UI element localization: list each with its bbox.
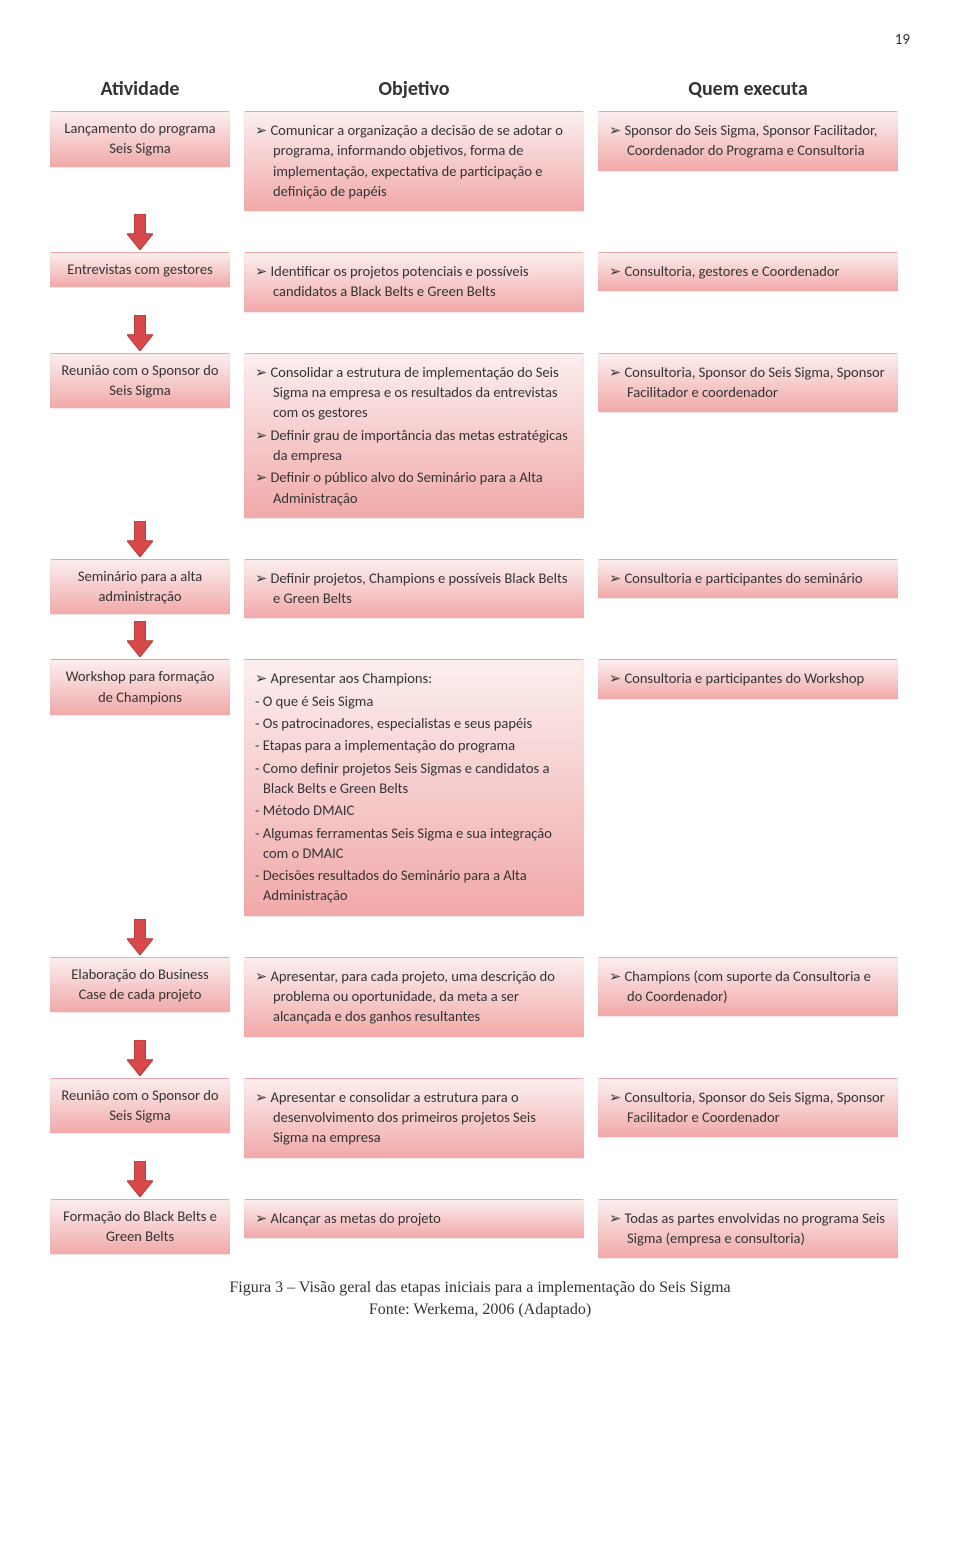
column-header-activity: Atividade	[50, 71, 230, 111]
bullet-item: Definir o público alvo do Seminário para…	[255, 467, 573, 508]
bullet-item: Apresentar aos Champions:	[255, 668, 573, 688]
subline-item: - Decisões resultados do Seminário para …	[255, 865, 573, 906]
bullet-item: Todas as partes envolvidas no programa S…	[609, 1208, 887, 1249]
who-list: Sponsor do Seis Sigma, Sponsor Facilitad…	[609, 120, 887, 161]
bullet-item: Consultoria, Sponsor do Seis Sigma, Spon…	[609, 362, 887, 403]
activity-box: Workshop para formação de Champions	[50, 659, 230, 716]
flow-row: Entrevistas com gestores Identificar os p…	[50, 252, 910, 313]
bullet-item: Consultoria, Sponsor do Seis Sigma, Spon…	[609, 1087, 887, 1128]
arrow-row	[50, 1159, 910, 1199]
subline-item: - Etapas para a implementação do program…	[255, 735, 573, 755]
objective-list: Identificar os projetos potenciais e pos…	[255, 261, 573, 302]
column-header-objective: Objetivo	[244, 71, 584, 111]
bullet-item: Definir projetos, Champions e possíveis …	[255, 568, 573, 609]
flow-row: Elaboração do Business Case de cada proj…	[50, 957, 910, 1038]
bullet-item: Champions (com suporte da Consultoria e …	[609, 966, 887, 1007]
objective-box: Identificar os projetos potenciais e pos…	[244, 252, 584, 313]
bullet-item: Apresentar, para cada projeto, uma descr…	[255, 966, 573, 1027]
flow-row: Reunião com o Sponsor do Seis Sigma Conso…	[50, 353, 910, 519]
who-list: Champions (com suporte da Consultoria e …	[609, 966, 887, 1007]
flow-row: Workshop para formação de ChampionsApres…	[50, 659, 910, 916]
arrow-row	[50, 313, 910, 353]
down-arrow-icon	[127, 315, 153, 351]
bullet-item: Apresentar e consolidar a estrutura para…	[255, 1087, 573, 1148]
who-box: Todas as partes envolvidas no programa S…	[598, 1199, 898, 1260]
figure-caption: Figura 3 – Visão geral das etapas inicia…	[50, 1277, 910, 1322]
bullet-item: Sponsor do Seis Sigma, Sponsor Facilitad…	[609, 120, 887, 161]
bullet-item: Comunicar a organização a decisão de se …	[255, 120, 573, 201]
objective-list: Definir projetos, Champions e possíveis …	[255, 568, 573, 609]
down-arrow-icon	[127, 919, 153, 955]
bullet-item: Alcançar as metas do projeto	[255, 1208, 573, 1228]
objective-box: Definir projetos, Champions e possíveis …	[244, 559, 584, 620]
objective-box: Consolidar a estrutura de implementação …	[244, 353, 584, 519]
activity-box: Entrevistas com gestores	[50, 252, 230, 288]
objective-list: Comunicar a organização a decisão de se …	[255, 120, 573, 201]
objective-box: Apresentar e consolidar a estrutura para…	[244, 1078, 584, 1159]
down-arrow-icon	[127, 214, 153, 250]
objective-list: Alcançar as metas do projeto	[255, 1208, 573, 1228]
flow-diagram: AtividadeObjetivoQuem executaLançamento …	[50, 71, 910, 1259]
flow-row: Seminário para a alta administração Defin…	[50, 559, 910, 620]
caption-line-2: Fonte: Werkema, 2006 (Adaptado)	[369, 1301, 591, 1318]
objective-sublines: - O que é Seis Sigma- Os patrocinadores,…	[255, 691, 573, 906]
down-arrow-icon	[127, 521, 153, 557]
objective-list: Apresentar aos Champions:	[255, 668, 573, 688]
objective-list: Apresentar, para cada projeto, uma descr…	[255, 966, 573, 1027]
bullet-item: Consultoria, gestores e Coordenador	[609, 261, 887, 281]
objective-box: Alcançar as metas do projeto	[244, 1199, 584, 1239]
objective-list: Consolidar a estrutura de implementação …	[255, 362, 573, 508]
bullet-item: Consultoria e participantes do Workshop	[609, 668, 887, 688]
page-number: 19	[50, 30, 910, 51]
flow-row: Reunião com o Sponsor do Seis Sigma Apres…	[50, 1078, 910, 1159]
activity-box: Seminário para a alta administração	[50, 559, 230, 616]
flow-row: Formação do Black Belts e Green Belts Alc…	[50, 1199, 910, 1260]
down-arrow-icon	[127, 1161, 153, 1197]
arrow-row	[50, 619, 910, 659]
bullet-item: Consultoria e participantes do seminário	[609, 568, 887, 588]
objective-box: Apresentar, para cada projeto, uma descr…	[244, 957, 584, 1038]
who-box: Champions (com suporte da Consultoria e …	[598, 957, 898, 1018]
caption-line-1: Figura 3 – Visão geral das etapas inicia…	[229, 1279, 730, 1296]
arrow-row	[50, 519, 910, 559]
arrow-row	[50, 1038, 910, 1078]
subline-item: - O que é Seis Sigma	[255, 691, 573, 711]
activity-box: Formação do Black Belts e Green Belts	[50, 1199, 230, 1256]
activity-box: Reunião com o Sponsor do Seis Sigma	[50, 1078, 230, 1135]
objective-list: Apresentar e consolidar a estrutura para…	[255, 1087, 573, 1148]
arrow-row	[50, 212, 910, 252]
down-arrow-icon	[127, 621, 153, 657]
subline-item: - Método DMAIC	[255, 800, 573, 820]
subline-item: - Algumas ferramentas Seis Sigma e sua i…	[255, 823, 573, 864]
subline-item: - Como definir projetos Seis Sigmas e ca…	[255, 758, 573, 799]
arrow-row	[50, 917, 910, 957]
objective-box: Comunicar a organização a decisão de se …	[244, 111, 584, 212]
bullet-item: Identificar os projetos potenciais e pos…	[255, 261, 573, 302]
who-box: Consultoria, Sponsor do Seis Sigma, Spon…	[598, 1078, 898, 1139]
who-list: Todas as partes envolvidas no programa S…	[609, 1208, 887, 1249]
who-box: Consultoria, gestores e Coordenador	[598, 252, 898, 292]
who-box: Consultoria e participantes do seminário	[598, 559, 898, 599]
activity-box: Elaboração do Business Case de cada proj…	[50, 957, 230, 1014]
who-list: Consultoria, gestores e Coordenador	[609, 261, 887, 281]
who-list: Consultoria e participantes do seminário	[609, 568, 887, 588]
bullet-item: Consolidar a estrutura de implementação …	[255, 362, 573, 423]
who-list: Consultoria, Sponsor do Seis Sigma, Spon…	[609, 362, 887, 403]
bullet-item: Definir grau de importância das metas es…	[255, 425, 573, 466]
who-box: Consultoria e participantes do Workshop	[598, 659, 898, 699]
flow-row: Lançamento do programa Seis Sigma Comunic…	[50, 111, 910, 212]
who-list: Consultoria e participantes do Workshop	[609, 668, 887, 688]
subline-item: - Os patrocinadores, especialistas e seu…	[255, 713, 573, 733]
activity-box: Reunião com o Sponsor do Seis Sigma	[50, 353, 230, 410]
who-box: Consultoria, Sponsor do Seis Sigma, Spon…	[598, 353, 898, 414]
activity-box: Lançamento do programa Seis Sigma	[50, 111, 230, 168]
who-list: Consultoria, Sponsor do Seis Sigma, Spon…	[609, 1087, 887, 1128]
who-box: Sponsor do Seis Sigma, Sponsor Facilitad…	[598, 111, 898, 172]
down-arrow-icon	[127, 1040, 153, 1076]
objective-box: Apresentar aos Champions: - O que é Seis …	[244, 659, 584, 916]
column-header-who: Quem executa	[598, 71, 898, 111]
